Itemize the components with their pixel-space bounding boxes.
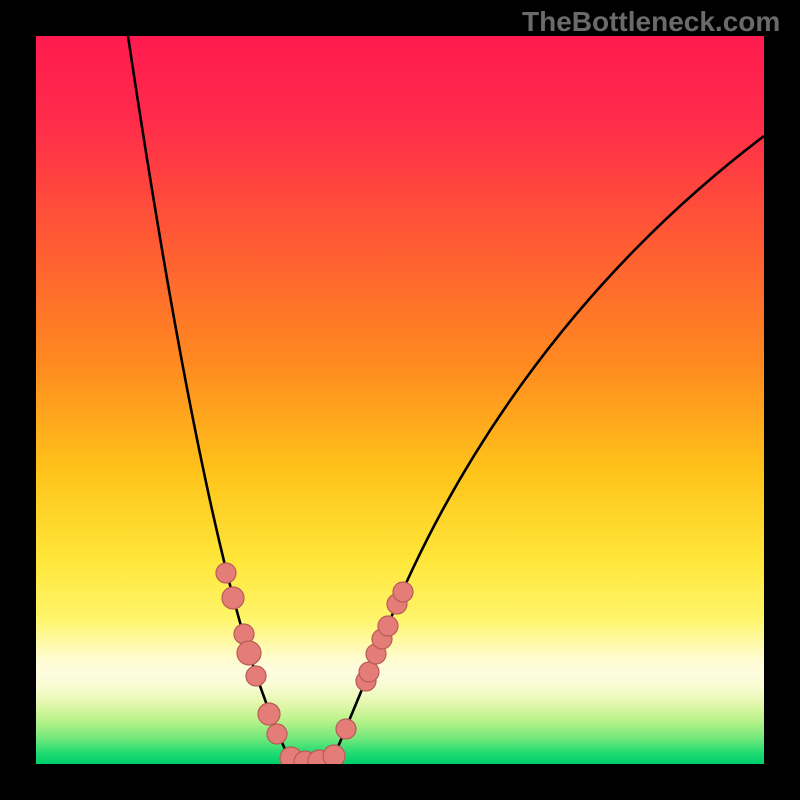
data-marker [237,641,261,665]
data-marker [393,582,413,602]
data-marker [359,662,379,682]
data-marker [216,563,236,583]
data-marker [323,745,345,764]
data-marker [246,666,266,686]
data-marker [267,724,287,744]
data-marker [258,703,280,725]
watermark-text: TheBottleneck.com [522,6,780,38]
data-marker [222,587,244,609]
data-marker [378,616,398,636]
chart-svg [36,36,764,764]
chart-plot-area [36,36,764,764]
data-marker [336,719,356,739]
